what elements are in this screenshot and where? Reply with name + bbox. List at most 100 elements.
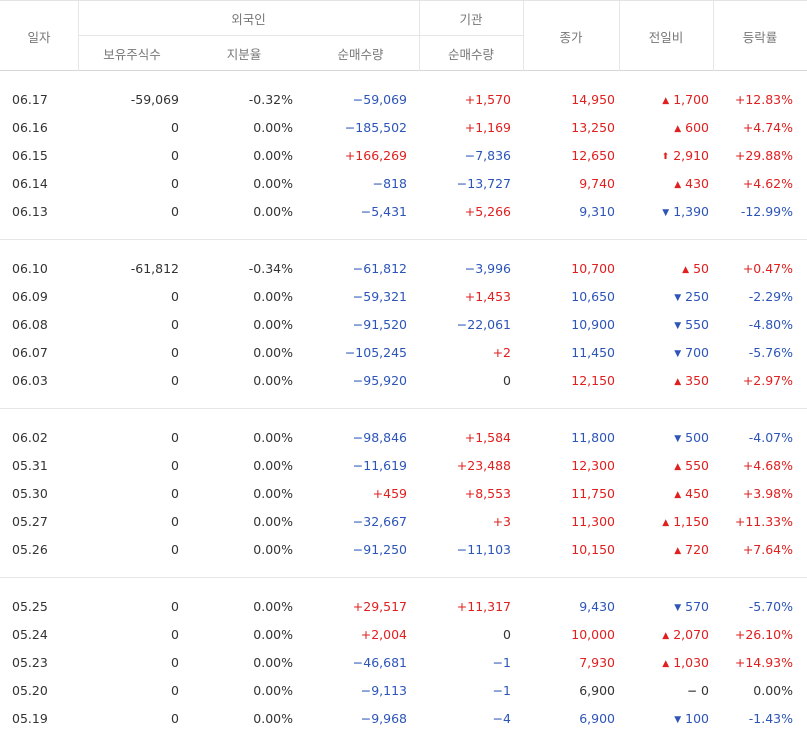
cell-rate: -12.99% [740, 204, 793, 219]
cell-ratio: 0.00% [253, 289, 293, 304]
group-separator [0, 239, 807, 240]
cell-ratio: -0.34% [248, 261, 293, 276]
cell-change: ▼ 570 [674, 593, 709, 621]
cell-rate: +29.88% [734, 148, 793, 163]
cell-inst-net: 0 [503, 627, 511, 642]
cell-ratio: 0.00% [253, 683, 293, 698]
cell-rate: -5.70% [748, 599, 793, 614]
cell-date: 05.26 [12, 542, 48, 557]
cell-holdings: 0 [171, 176, 179, 191]
cell-ratio: 0.00% [253, 655, 293, 670]
cell-close: 6,900 [579, 683, 615, 698]
cell-rate: +26.10% [734, 627, 793, 642]
change-value: 1,150 [673, 514, 709, 529]
cell-holdings: 0 [171, 542, 179, 557]
cell-close: 10,150 [571, 542, 615, 557]
cell-foreign-net: −59,069 [352, 92, 407, 107]
cell-ratio: 0.00% [253, 430, 293, 445]
cell-change: ▲ 50 [682, 255, 709, 283]
down-arrow-icon: ▼ [674, 434, 682, 444]
cell-ratio: 0.00% [253, 345, 293, 360]
cell-inst-net: −22,061 [456, 317, 511, 332]
header-foreign-net: 순매수량 [337, 47, 384, 62]
table-row: 05.24 0 0.00% +2,004 0 10,000 ▲ 2,070 +26.10% [0, 621, 807, 649]
cell-close: 11,750 [571, 486, 615, 501]
cell-ratio: 0.00% [253, 711, 293, 726]
cell-foreign-net: +459 [372, 486, 407, 501]
up-arrow-icon: ▲ [662, 631, 670, 641]
cell-holdings: 0 [171, 345, 179, 360]
header-divider [713, 1, 714, 71]
cell-date: 05.31 [12, 458, 48, 473]
table-row: 06.13 0 0.00% −5,431 +5,266 9,310 ▼ 1,390 -12.99… [0, 198, 807, 226]
cell-holdings: 0 [171, 627, 179, 642]
change-value: 350 [685, 373, 709, 388]
cell-ratio: 0.00% [253, 176, 293, 191]
change-value: 2,070 [673, 627, 709, 642]
change-value: 450 [685, 486, 709, 501]
cell-close: 9,430 [579, 599, 615, 614]
cell-close: 11,450 [571, 345, 615, 360]
change-value: 0 [701, 683, 709, 698]
header-foreign: 외국인 [231, 11, 266, 27]
down-arrow-icon: ▼ [662, 208, 670, 218]
header-divider [523, 1, 524, 71]
cell-holdings: 0 [171, 289, 179, 304]
cell-change: ▼ 100 [674, 705, 709, 733]
cell-holdings: 0 [171, 486, 179, 501]
cell-foreign-net: −98,846 [352, 430, 407, 445]
table-row: 06.14 0 0.00% −818 −13,727 9,740 ▲ 430 +4.62% [0, 170, 807, 198]
cell-foreign-net: −11,619 [352, 458, 407, 473]
cell-close: 12,150 [571, 373, 615, 388]
cell-inst-net: −11,103 [456, 542, 511, 557]
cell-ratio: 0.00% [253, 458, 293, 473]
cell-date: 05.30 [12, 486, 48, 501]
header-inst-net: 순매수량 [447, 47, 494, 62]
cell-rate: -4.80% [748, 317, 793, 332]
cell-holdings: 0 [171, 683, 179, 698]
cell-foreign-net: +29,517 [352, 599, 407, 614]
table-row: 06.17 -59,069 -0.32% −59,069 +1,570 14,950 ▲ 1,… [0, 86, 807, 114]
cell-change: ▲ 350 [674, 367, 709, 395]
change-value: 430 [685, 176, 709, 191]
cell-inst-net: −7,836 [464, 148, 511, 163]
cell-foreign-net: −46,681 [352, 655, 407, 670]
cell-date: 05.27 [12, 514, 48, 529]
cell-change: ▲ 1,030 [662, 649, 709, 677]
group-separator [0, 577, 807, 578]
cell-inst-net: +5,266 [464, 204, 511, 219]
cell-rate: +12.83% [734, 92, 793, 107]
cell-inst-net: −4 [492, 711, 511, 726]
up-arrow-icon: ▲ [674, 124, 682, 134]
cell-ratio: -0.32% [248, 92, 293, 107]
cell-inst-net: +2 [492, 345, 511, 360]
cell-inst-net: 0 [503, 373, 511, 388]
change-value: 570 [685, 599, 709, 614]
cell-foreign-net: −9,968 [360, 711, 407, 726]
cell-date: 05.25 [12, 599, 48, 614]
cell-close: 10,650 [571, 289, 615, 304]
table-row: 05.19 0 0.00% −9,968 −4 6,900 ▼ 100 -1.43% [0, 705, 807, 733]
table-row: 06.16 0 0.00% −185,502 +1,169 13,250 ▲ 600 +4.74… [0, 114, 807, 142]
up-arrow-icon: ▲ [662, 518, 670, 528]
cell-ratio: 0.00% [253, 148, 293, 163]
cell-date: 06.10 [12, 261, 48, 276]
change-value: 600 [685, 120, 709, 135]
cell-holdings: 0 [171, 204, 179, 219]
table-header: 일자 외국인 기관 종가 전일비 등락률 보유주식수 지분율 순매수량 순매수량 [0, 0, 807, 71]
up-arrow-icon: ▲ [682, 265, 690, 275]
table-row: 06.09 0 0.00% −59,321 +1,453 10,650 ▼ 250 -2.29% [0, 283, 807, 311]
up-arrow-icon: ▲ [662, 659, 670, 669]
cell-inst-net: +8,553 [464, 486, 511, 501]
change-value: 550 [685, 458, 709, 473]
cell-change: ▼ 1,390 [662, 198, 709, 226]
cell-close: 13,250 [571, 120, 615, 135]
cell-rate: +4.74% [742, 120, 793, 135]
header-rate: 등락률 [742, 29, 778, 45]
change-value: 2,910 [673, 148, 709, 163]
limit-up-arrow-icon: ⬆ [661, 152, 670, 162]
cell-ratio: 0.00% [253, 542, 293, 557]
cell-change: ▼ 700 [674, 339, 709, 367]
cell-holdings: 0 [171, 317, 179, 332]
cell-change: ▲ 720 [674, 536, 709, 564]
